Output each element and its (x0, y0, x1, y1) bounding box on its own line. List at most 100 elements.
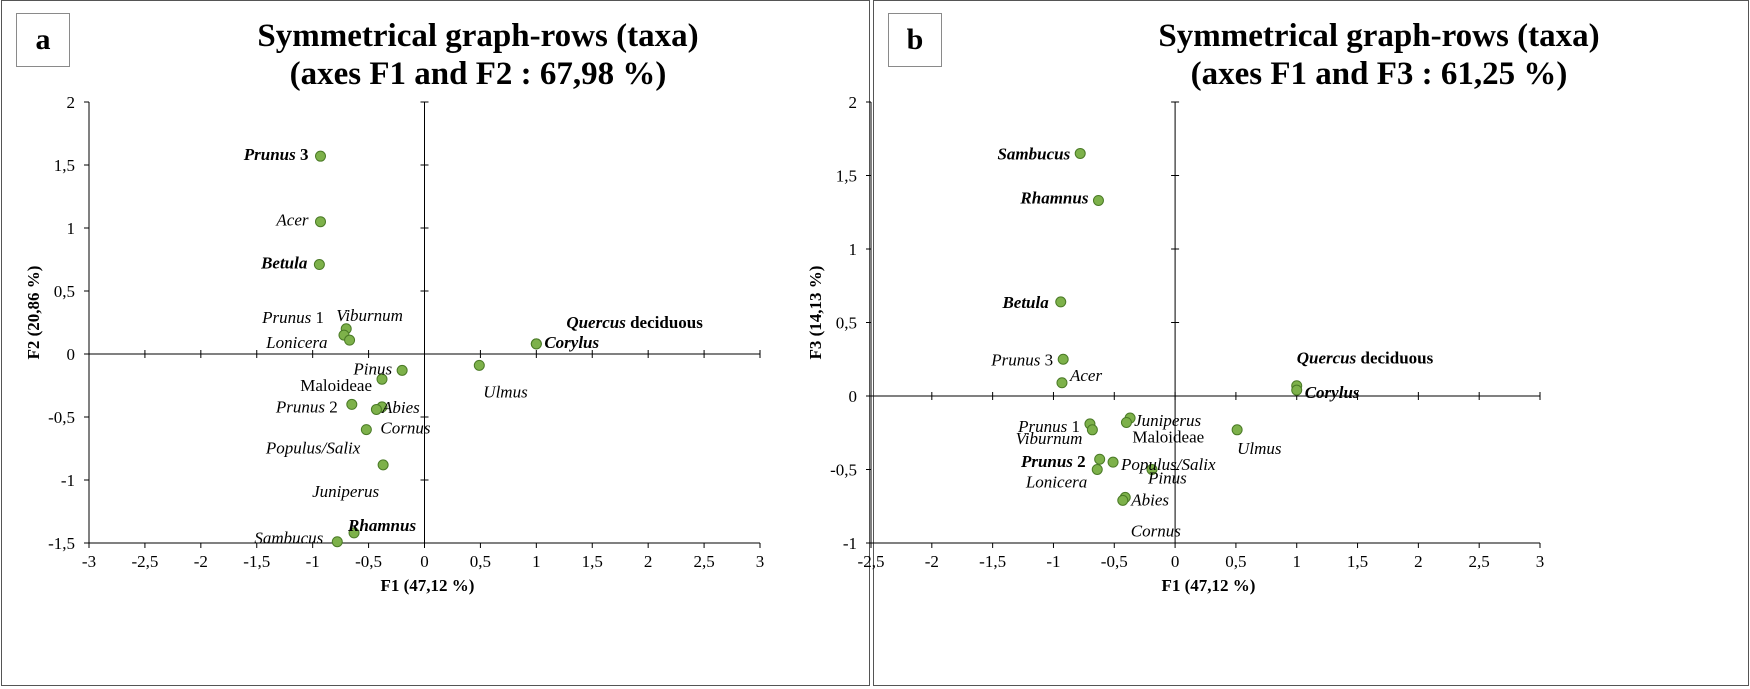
point-marker (314, 216, 326, 228)
data-points: Sambucus Rhamnus Betula Prunus 3 Acer Quercus… (990, 144, 1433, 540)
chart-title: Symmetrical graph-rows (taxa) (axes F1 a… (178, 17, 778, 93)
point-label: Prunus 3 (990, 350, 1053, 369)
point-label: Prunus 1 (261, 308, 324, 327)
point-marker (1056, 377, 1068, 389)
y-tick-label: -1,5 (48, 534, 75, 553)
y-tick-label: 0,5 (836, 314, 857, 333)
point-label: Betula (260, 254, 308, 273)
point-marker (1074, 147, 1086, 159)
x-axis-title: F1 (47,12 %) (1162, 576, 1256, 595)
point-label: Quercus deciduous (566, 313, 703, 332)
x-tick-label: 2,5 (1469, 552, 1490, 571)
x-tick-label: 2,5 (693, 552, 714, 571)
point-label: Corylus (1305, 383, 1360, 402)
x-tick-label: -0,5 (1101, 552, 1128, 571)
point-label: Juniperus (312, 482, 379, 501)
panel-a: -3 -2,5 -2 -1,5 -1 -0,5 0 0,5 1 1,5 2 2,5 3 -1,5 -1 -0,… (1, 0, 870, 686)
panel-label: b (888, 13, 942, 67)
point-label: Abies (1130, 490, 1169, 509)
point-label: Betula (1001, 293, 1049, 312)
point-label: Juniperus (1134, 411, 1201, 430)
chart-a: -3 -2,5 -2 -1,5 -1 -0,5 0 0,5 1 1,5 2 2,5 3 -1,5 -1 -0,… (24, 93, 764, 595)
point-marker (314, 150, 326, 162)
x-tick-label: 1,5 (1347, 552, 1368, 571)
y-tick-label: 1 (67, 219, 76, 238)
y-tick-label: 1,5 (54, 156, 75, 175)
x-tick-label: 1 (532, 552, 541, 571)
x-tick-label: -1,5 (243, 552, 270, 571)
point-label: Populus/Salix (1120, 455, 1216, 474)
x-tick-label: 0 (420, 552, 429, 571)
x-tick-label: -2 (925, 552, 939, 571)
y-axis-title: F2 (20,86 %) (24, 266, 43, 360)
point-label: Sambucus (254, 529, 323, 548)
x-tick-label: -0,5 (355, 552, 382, 571)
point-label: Prunus 1 (1017, 417, 1080, 436)
point-label: Pinus (1147, 469, 1187, 488)
point-marker (1094, 453, 1106, 465)
point-label: Viburnum (336, 306, 403, 325)
x-tick-label: 0,5 (470, 552, 491, 571)
point-marker (1055, 296, 1067, 308)
x-tick-label: -3 (82, 552, 96, 571)
point-marker (1146, 464, 1158, 475)
axes: -3 -2,5 -2 -1,5 -1 -0,5 0 0,5 1 1,5 2 2,5 3 -1,5 -1 -0,… (48, 93, 764, 571)
y-tick-label: 2 (67, 93, 76, 112)
chart-b: -2,5 -2 -1,5 -1 -0,5 0 0,5 1 1,5 2 2,5 3 -1 -0,5 0 0,5 1… (806, 93, 1544, 595)
point-marker (1057, 353, 1069, 365)
point-label: Prunus 3 (243, 145, 309, 164)
point-marker (1092, 194, 1104, 206)
point-label: Ulmus (483, 382, 528, 401)
point-label: Prunus 2 (1020, 452, 1086, 471)
y-tick-label: -1 (843, 534, 857, 553)
point-marker (1291, 384, 1303, 396)
y-axis-title: F3 (14,13 %) (806, 266, 825, 360)
data-points: Prunus 3 Acer Betula Viburnum Prunus 1 Lonice… (243, 145, 703, 548)
point-label: Quercus deciduous (1297, 349, 1434, 368)
y-tick-label: -0,5 (48, 408, 75, 427)
x-axis-title: F1 (47,12 %) (381, 576, 475, 595)
y-tick-label: 2 (849, 93, 858, 112)
point-marker (331, 536, 343, 548)
point-label: Prunus 2 (275, 397, 338, 416)
point-label: Populus/Salix (265, 439, 361, 458)
y-tick-label: 1 (849, 240, 858, 259)
x-tick-label: -2,5 (858, 552, 885, 571)
point-marker (360, 424, 372, 436)
x-tick-label: 2 (644, 552, 653, 571)
point-marker (348, 527, 360, 539)
chart-title: Symmetrical graph-rows (taxa) (axes F1 a… (1079, 17, 1679, 93)
y-tick-label: 1,5 (836, 167, 857, 186)
point-marker (396, 364, 408, 376)
point-marker (346, 398, 358, 410)
point-label: Maloideae (1132, 427, 1204, 446)
point-label: Rhamnus (1019, 188, 1088, 207)
point-label: Abies (381, 398, 420, 417)
x-tick-label: 0,5 (1225, 552, 1246, 571)
point-marker (313, 259, 325, 271)
point-label: Ulmus (1237, 439, 1282, 458)
chart-title-line2: (axes F1 and F2 : 67,98 %) (289, 56, 667, 92)
y-tick-label: 0 (67, 345, 76, 364)
point-label: Cornus (380, 418, 430, 437)
point-marker (370, 403, 382, 415)
x-tick-label: -1 (1046, 552, 1060, 571)
point-label: Maloideae (300, 376, 372, 395)
point-label: Sambucus (997, 144, 1070, 163)
y-tick-label: -0,5 (830, 461, 857, 480)
point-label: Corylus (544, 333, 599, 352)
point-marker (1086, 424, 1098, 436)
axes: -2,5 -2 -1,5 -1 -0,5 0 0,5 1 1,5 2 2,5 3 -1 -0,5 0 0,5 1… (830, 93, 1544, 571)
point-label: Cornus (1131, 521, 1181, 540)
point-marker (377, 459, 389, 471)
point-marker (530, 338, 542, 350)
point-marker (1107, 456, 1119, 468)
x-tick-label: 3 (1536, 552, 1545, 571)
x-tick-label: -1 (306, 552, 320, 571)
x-tick-label: 3 (756, 552, 765, 571)
point-label: Lonicera (265, 333, 327, 352)
x-tick-label: -1,5 (979, 552, 1006, 571)
x-tick-label: -2 (194, 552, 208, 571)
point-label: Rhamnus (347, 516, 416, 535)
point-marker (473, 359, 485, 371)
